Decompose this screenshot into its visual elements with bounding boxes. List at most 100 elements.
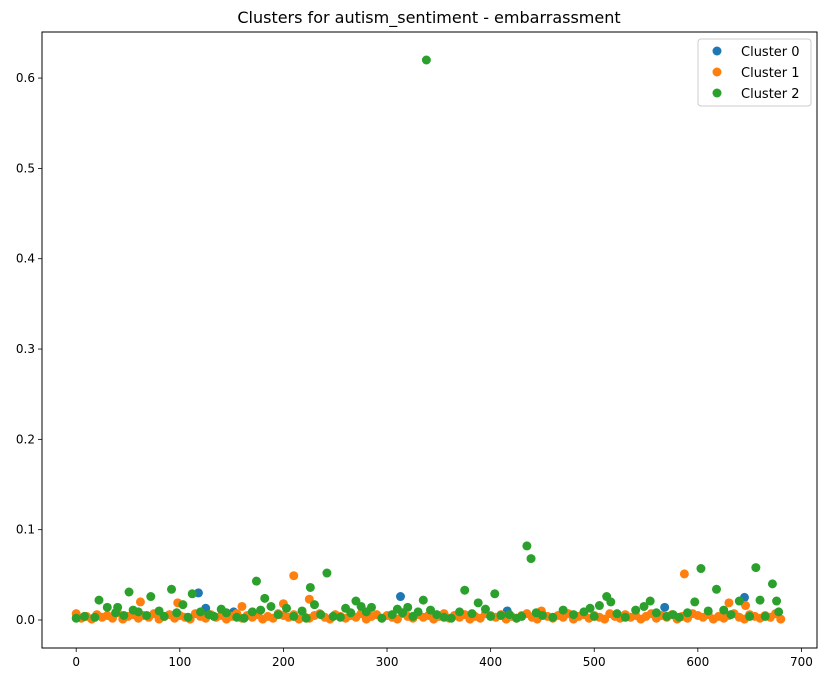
data-point — [266, 601, 276, 611]
data-point — [517, 611, 527, 621]
chart-title: Clusters for autism_sentiment - embarras… — [237, 8, 620, 28]
legend-marker — [712, 46, 722, 56]
legend-marker — [712, 67, 722, 77]
data-point — [289, 571, 299, 581]
legend-label: Cluster 1 — [741, 66, 800, 81]
data-point — [522, 541, 532, 551]
data-point — [537, 610, 547, 620]
legend-marker — [712, 88, 722, 98]
data-point — [377, 613, 387, 623]
data-point — [395, 592, 405, 602]
y-tick-label: 0.4 — [16, 252, 35, 266]
data-point — [724, 598, 734, 608]
data-point — [322, 568, 332, 578]
data-point — [183, 612, 193, 622]
data-point — [767, 579, 777, 589]
data-point — [660, 602, 670, 612]
data-point — [209, 611, 219, 621]
y-tick-label: 0.1 — [16, 523, 35, 537]
data-point — [79, 611, 89, 621]
data-point — [301, 613, 311, 623]
data-point — [159, 611, 169, 621]
data-point — [413, 607, 423, 617]
data-point — [490, 589, 500, 599]
data-point — [256, 605, 266, 615]
data-point — [690, 597, 700, 607]
y-tick-label: 0.3 — [16, 342, 35, 356]
axes-frame — [41, 31, 818, 649]
data-point — [480, 604, 490, 614]
data-point — [90, 612, 100, 622]
data-point — [486, 611, 496, 621]
data-point — [473, 598, 483, 608]
data-point — [496, 610, 506, 620]
legend-label: Cluster 0 — [741, 45, 800, 60]
data-point — [167, 584, 177, 594]
data-point — [558, 605, 568, 615]
data-point — [548, 612, 558, 622]
data-point — [133, 607, 143, 617]
data-point — [467, 609, 477, 619]
y-tick-label: 0.6 — [16, 71, 35, 85]
data-point — [251, 576, 261, 586]
data-point — [289, 611, 299, 621]
data-point — [446, 613, 456, 623]
data-point — [639, 601, 649, 611]
data-point — [460, 585, 470, 595]
data-point — [734, 596, 744, 606]
data-point — [719, 605, 729, 615]
data-point — [651, 608, 661, 618]
data-point — [696, 564, 706, 574]
data-point — [421, 55, 431, 65]
data-point — [426, 605, 436, 615]
data-point — [282, 603, 292, 613]
data-points — [71, 55, 786, 624]
y-axis: 0.0 0.1 0.2 0.3 0.4 0.5 0.6 — [16, 71, 42, 627]
data-point — [631, 605, 641, 615]
data-point — [135, 597, 145, 607]
legend-box — [697, 38, 812, 107]
data-point — [146, 592, 156, 602]
x-axis: 0 100 200 300 400 500 600 700 — [72, 648, 813, 669]
data-point — [328, 611, 338, 621]
data-point — [142, 610, 152, 620]
x-tick-label: 700 — [790, 655, 813, 669]
data-point — [645, 596, 655, 606]
data-point — [585, 603, 595, 613]
data-point — [432, 610, 442, 620]
data-point — [273, 610, 283, 620]
data-point — [418, 595, 428, 605]
data-point — [703, 606, 713, 616]
x-tick-label: 0 — [72, 655, 80, 669]
data-point — [711, 584, 721, 594]
data-point — [119, 610, 129, 620]
data-point — [741, 601, 751, 611]
data-point — [589, 611, 599, 621]
data-point — [774, 607, 784, 617]
data-point — [776, 614, 786, 624]
data-point — [620, 612, 630, 622]
data-point — [526, 554, 536, 564]
y-tick-label: 0.2 — [16, 432, 35, 446]
x-tick-label: 100 — [168, 655, 191, 669]
data-point — [297, 606, 307, 616]
data-point — [113, 602, 123, 612]
data-point — [239, 613, 249, 623]
y-tick-label: 0.0 — [16, 613, 35, 627]
x-tick-label: 500 — [583, 655, 606, 669]
data-point — [196, 607, 206, 617]
data-point — [751, 563, 761, 573]
data-point — [346, 608, 356, 618]
data-point — [439, 612, 449, 622]
x-tick-label: 300 — [376, 655, 399, 669]
data-point — [247, 607, 257, 617]
data-point — [682, 608, 692, 618]
x-tick-label: 400 — [479, 655, 502, 669]
data-point — [172, 608, 182, 618]
data-point — [674, 612, 684, 622]
legend: Cluster 0 Cluster 1 Cluster 2 — [697, 38, 812, 107]
data-point — [745, 611, 755, 621]
data-point — [612, 609, 622, 619]
x-tick-label: 600 — [686, 655, 709, 669]
data-point — [94, 595, 104, 605]
